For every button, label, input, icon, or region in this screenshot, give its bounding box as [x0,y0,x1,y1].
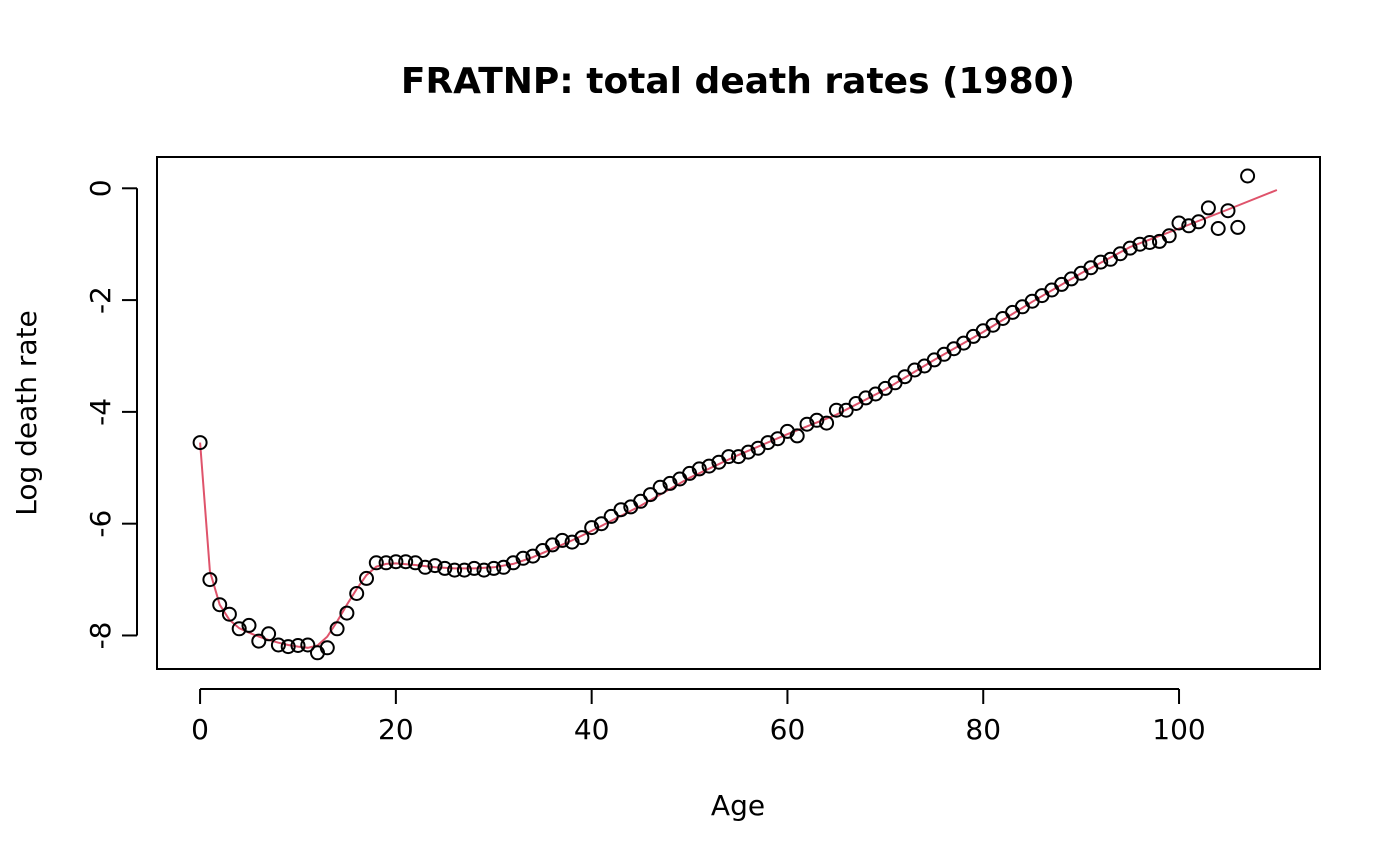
data-point [691,461,707,477]
data-point [231,621,247,637]
data-point [799,416,815,432]
data-point [417,559,433,575]
data-point [221,606,237,622]
y-axis: 0 -2 -4 -6 -8 [84,179,138,650]
data-point [339,605,355,621]
data-point [515,550,531,566]
data-point [770,431,786,447]
x-tick-label: 100 [1152,713,1205,746]
data-point [662,475,678,491]
data-point [965,328,981,344]
data-point [1200,200,1216,216]
data-point [819,415,835,431]
data-point [574,530,590,546]
data-point [486,560,502,576]
data-point [721,449,737,465]
points-layer [192,168,1256,661]
data-point [809,412,825,428]
data-point [554,532,570,548]
y-tick-label: 0 [84,179,117,197]
y-tick-label: -4 [84,398,117,426]
data-point [437,560,453,576]
data-point [280,639,296,655]
data-point [212,597,228,613]
chart-title: FRATNP: total death rates (1980) [401,61,1075,102]
data-point [740,444,756,460]
fit-line [199,189,1278,649]
x-tick-label: 20 [378,713,414,746]
data-point [995,311,1011,326]
data-point [593,516,609,532]
x-axis-label: Age [711,789,765,822]
data-point [652,479,668,495]
data-point [1093,254,1109,270]
data-point [975,323,991,339]
data-point [427,558,443,574]
y-axis-label: Log death rate [10,310,43,516]
x-tick-label: 60 [770,713,806,746]
y-tick-label: -8 [84,622,117,650]
data-point [760,435,776,451]
plot-frame [156,156,1321,670]
data-point [828,402,844,418]
x-tick-label: 40 [574,713,610,746]
data-point [456,562,472,578]
x-axis: 0 20 40 60 80 100 [191,688,1206,746]
data-point [476,562,492,578]
data-point [1161,228,1177,244]
data-point [319,640,335,656]
data-point [251,633,267,649]
data-point [398,554,414,570]
x-tick-label: 80 [965,713,1001,746]
data-point [359,570,374,586]
data-point [1005,304,1021,320]
y-tick-label: -6 [84,510,117,538]
data-point [789,428,805,444]
data-point [349,586,365,601]
x-tick-label: 0 [191,713,209,746]
data-point [858,390,874,406]
data-point [1122,240,1138,256]
data-point [1181,218,1197,234]
data-point [290,638,306,653]
data-point [584,520,600,536]
data-point [261,626,277,642]
fit-line-layer [199,189,1278,649]
data-point [300,637,316,653]
y-tick-label: -2 [84,286,117,314]
data-point [466,560,482,576]
data-point [1220,203,1236,219]
data-point [270,637,286,653]
data-point [1240,168,1256,184]
data-point [192,435,208,451]
data-point [378,555,394,571]
data-point [1210,221,1226,236]
data-point [241,617,257,633]
data-point [613,502,629,518]
data-point [1132,236,1148,252]
data-point [447,562,463,578]
data-point [1230,219,1246,235]
data-point [202,572,218,588]
data-point [907,362,923,378]
data-point [1171,215,1187,231]
data-point [1142,235,1158,250]
data-point [701,458,717,474]
data-point [388,554,404,570]
data-point [368,555,384,571]
data-point [1191,214,1207,230]
data-point [329,621,345,637]
data-point [642,487,658,503]
